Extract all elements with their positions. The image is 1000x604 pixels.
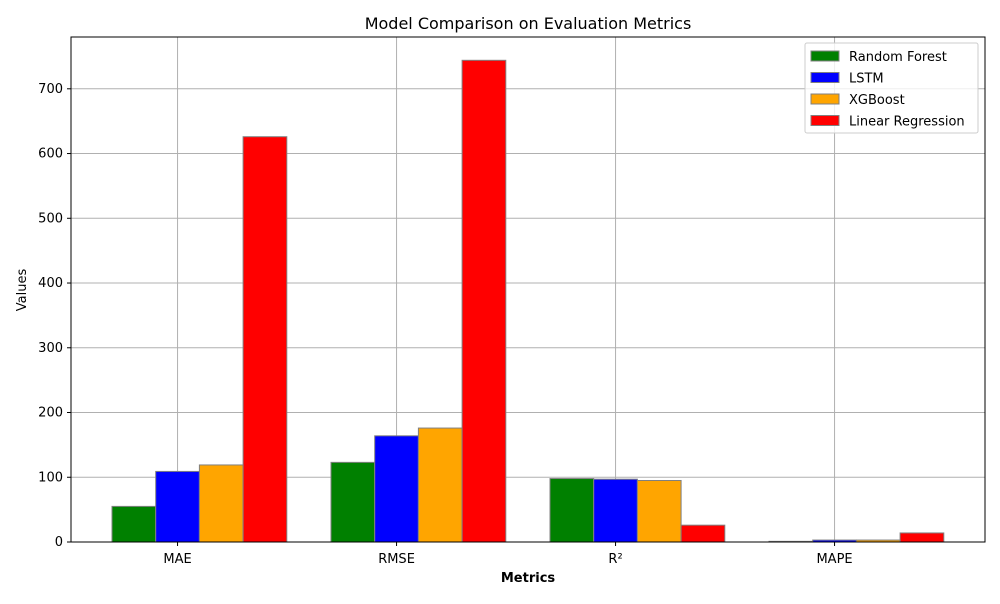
legend-label: Random Forest — [849, 50, 947, 65]
bar-xgboost-0 — [198, 464, 244, 543]
legend-box — [804, 42, 979, 134]
y-tick-label: 0 — [55, 535, 63, 550]
chart-title: Model Comparison on Evaluation Metrics — [365, 14, 692, 33]
legend-label: XGBoost — [849, 93, 905, 108]
x-tick-label: MAE — [163, 552, 191, 567]
bar-random-forest-0 — [111, 505, 157, 543]
plot-frame — [70, 36, 986, 543]
y-tick-label: 300 — [38, 341, 63, 356]
y-axis-label: Values — [15, 269, 30, 312]
legend-label: Linear Regression — [849, 115, 965, 130]
bar-random-forest-2 — [549, 478, 595, 543]
bars — [111, 59, 945, 543]
y-axis-ticks: 0 100 200 300 400 500 600 700 — [38, 82, 71, 550]
legend-swatch — [810, 115, 840, 126]
bar-xgboost-1 — [417, 427, 463, 543]
bar-lstm-1 — [374, 435, 419, 543]
y-tick-label: 100 — [38, 470, 63, 485]
y-tick-label: 200 — [38, 406, 63, 421]
bar-linear-regression-3 — [899, 532, 945, 543]
bar-linear-regression-2 — [680, 524, 726, 543]
legend-swatch — [810, 72, 840, 83]
x-tick-label: R² — [608, 552, 622, 567]
bar-lstm-2 — [593, 478, 638, 543]
bar-random-forest-1 — [330, 461, 376, 543]
y-tick-label: 400 — [38, 276, 63, 291]
bar-xgboost-2 — [636, 479, 682, 543]
y-tick-label: 600 — [38, 147, 63, 162]
legend-swatch — [810, 50, 840, 62]
y-tick-label: 700 — [38, 82, 63, 97]
legend-swatch — [810, 93, 840, 105]
bar-linear-regression-1 — [461, 59, 507, 543]
bar-lstm-0 — [155, 470, 200, 543]
x-axis-ticks: MAE RMSE R² MAPE — [163, 542, 853, 567]
x-tick-label: MAPE — [816, 552, 852, 567]
y-tick-label: 500 — [38, 211, 63, 226]
legend-label: LSTM — [849, 72, 884, 87]
bar-linear-regression-0 — [242, 136, 288, 543]
x-tick-label: RMSE — [378, 552, 415, 567]
x-axis-label: Metrics — [501, 571, 556, 586]
legend: Random Forest LSTM XGBoost Linear Regressio… — [804, 42, 979, 134]
